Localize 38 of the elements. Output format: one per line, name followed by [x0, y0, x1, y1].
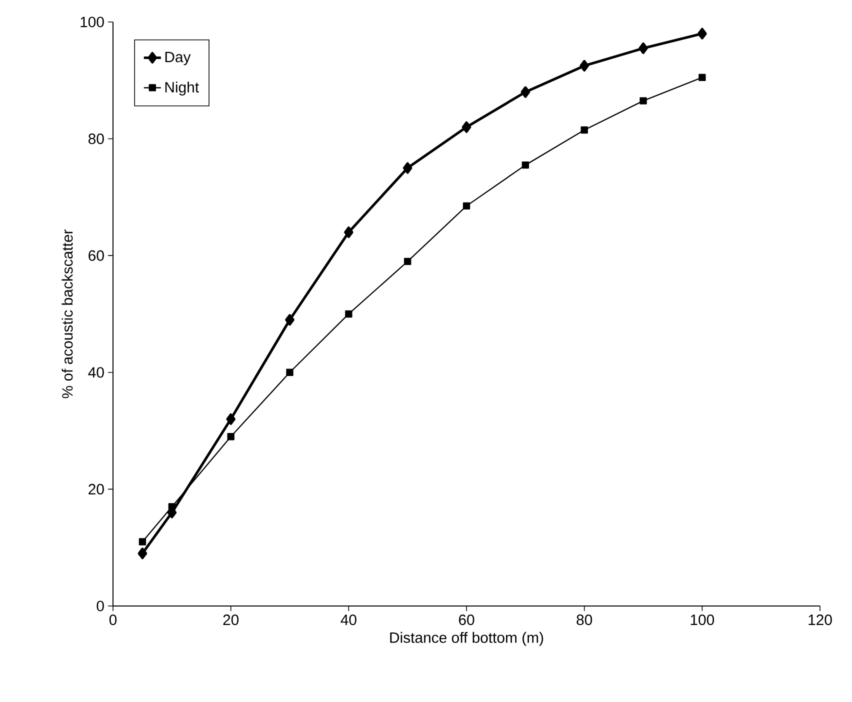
- y-tick-label: 40: [88, 367, 104, 378]
- point: [285, 314, 294, 326]
- x-tick-label: 60: [458, 614, 474, 626]
- point: [698, 28, 707, 40]
- y-tick-label: 100: [80, 16, 104, 28]
- point: [462, 121, 472, 133]
- y-tick-label: 0: [96, 600, 104, 612]
- x-tick-label: 20: [223, 614, 239, 626]
- point: [580, 126, 588, 134]
- point: [138, 538, 146, 546]
- point: [227, 433, 234, 440]
- point: [168, 503, 176, 510]
- x-tick-label: 40: [340, 614, 356, 626]
- point: [698, 74, 706, 82]
- point: [580, 60, 589, 72]
- y-tick-label: 80: [88, 133, 104, 144]
- point: [404, 258, 412, 266]
- legend-label: Night: [165, 82, 199, 96]
- point: [638, 42, 648, 54]
- x-tick-label: 80: [576, 614, 592, 626]
- legend-label: Day: [165, 52, 191, 66]
- y-tick-label: 60: [88, 250, 104, 261]
- y-axis-title: % of acoustic backscatter: [62, 230, 73, 398]
- point: [286, 368, 294, 376]
- x-tick-label: 100: [690, 614, 714, 626]
- y-tick-label: 20: [88, 484, 104, 494]
- point: [138, 548, 148, 560]
- point: [462, 202, 470, 210]
- point: [402, 162, 412, 174]
- x-axis-title: Distance off bottom (m): [390, 632, 544, 646]
- point: [345, 310, 352, 318]
- x-tick-label: 0: [109, 614, 117, 626]
- x-tick-label: 120: [808, 614, 832, 626]
- point: [226, 413, 236, 425]
- point: [344, 226, 354, 238]
- point: [640, 97, 647, 104]
- point: [522, 161, 530, 169]
- point: [520, 86, 530, 98]
